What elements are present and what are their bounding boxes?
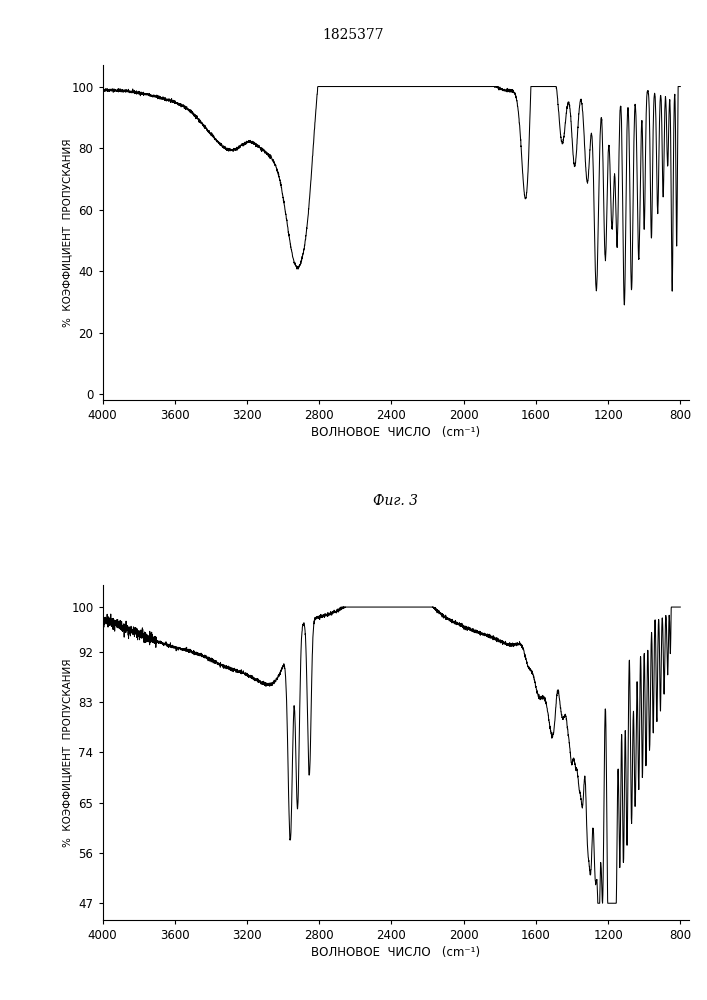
Text: Фиг. 3: Фиг. 3 xyxy=(373,494,419,508)
Text: 1825377: 1825377 xyxy=(322,28,385,42)
Y-axis label: %  КОЭФФИЦИЕНТ  ПРОПУСКАНИЯ: % КОЭФФИЦИЕНТ ПРОПУСКАНИЯ xyxy=(62,658,72,847)
Y-axis label: %  КОЭФФИЦИЕНТ  ПРОПУСКАНИЯ: % КОЭФФИЦИЕНТ ПРОПУСКАНИЯ xyxy=(62,138,72,327)
X-axis label: ВОЛНОВОЕ  ЧИСЛО   (cm⁻¹): ВОЛНОВОЕ ЧИСЛО (cm⁻¹) xyxy=(311,946,481,959)
X-axis label: ВОЛНОВОЕ  ЧИСЛО   (cm⁻¹): ВОЛНОВОЕ ЧИСЛО (cm⁻¹) xyxy=(311,426,481,439)
